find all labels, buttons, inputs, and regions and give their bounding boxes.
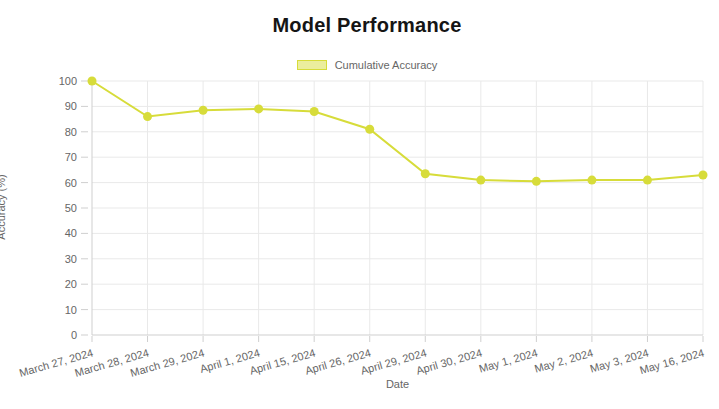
- chart-container: Model Performance Cumulative Accuracy Ac…: [0, 0, 719, 409]
- y-tick-label: 90: [65, 100, 77, 112]
- data-point[interactable]: [587, 176, 596, 185]
- data-point[interactable]: [532, 177, 541, 186]
- y-tick-label: 80: [65, 126, 77, 138]
- x-tick-label: May 1, 2024: [477, 346, 539, 374]
- data-point[interactable]: [88, 77, 97, 86]
- series-line: [92, 81, 703, 181]
- y-tick-label: 30: [65, 253, 77, 265]
- data-point[interactable]: [310, 107, 319, 116]
- data-point[interactable]: [254, 104, 263, 113]
- data-point[interactable]: [699, 170, 708, 179]
- y-tick-label: 60: [65, 177, 77, 189]
- y-tick-label: 40: [65, 227, 77, 239]
- data-point[interactable]: [199, 106, 208, 115]
- y-tick-label: 10: [65, 304, 77, 316]
- y-tick-label: 70: [65, 151, 77, 163]
- y-tick-label: 50: [65, 202, 77, 214]
- data-point[interactable]: [476, 176, 485, 185]
- data-point[interactable]: [365, 125, 374, 134]
- y-tick-label: 100: [59, 75, 77, 87]
- data-point[interactable]: [143, 112, 152, 121]
- chart-canvas: 0102030405060708090100March 27, 2024Marc…: [0, 0, 719, 409]
- x-tick-label: May 2, 2024: [533, 346, 595, 374]
- data-point[interactable]: [421, 169, 430, 178]
- data-point[interactable]: [643, 176, 652, 185]
- y-tick-label: 20: [65, 278, 77, 290]
- y-tick-label: 0: [71, 329, 77, 341]
- x-tick-label: May 16, 2024: [638, 346, 705, 376]
